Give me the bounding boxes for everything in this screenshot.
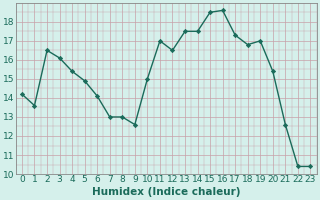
X-axis label: Humidex (Indice chaleur): Humidex (Indice chaleur) [92,187,240,197]
